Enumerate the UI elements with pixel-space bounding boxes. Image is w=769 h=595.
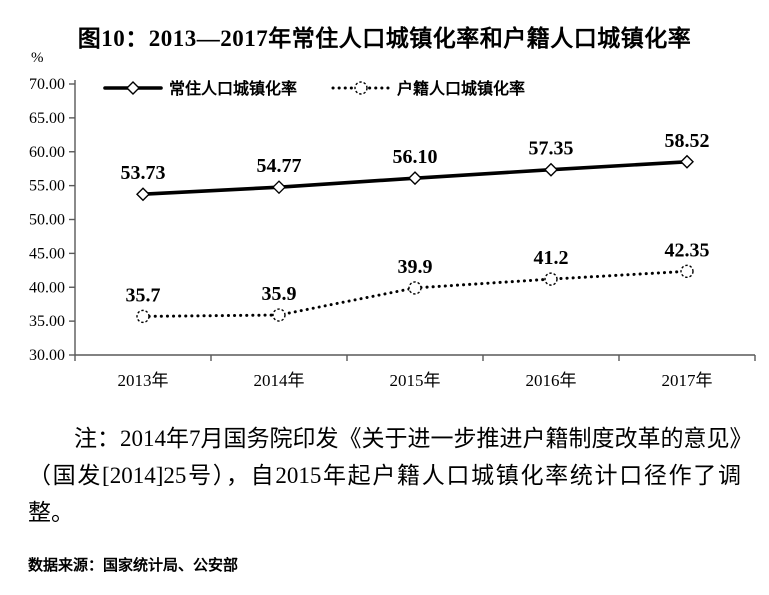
chart-title: 图10：2013—2017年常住人口城镇化率和户籍人口城镇化率 — [77, 26, 692, 51]
circle-marker — [544, 272, 558, 286]
data-point-label: 53.73 — [121, 162, 166, 184]
data-point-label: 35.7 — [126, 284, 161, 306]
legend-circle-icon — [354, 81, 368, 95]
data-point-label: 54.77 — [257, 155, 302, 177]
note-text: 注：2014年7月国务院印发《关于进一步推进户籍制度改革的意见》（国发[2014… — [28, 426, 741, 525]
diamond-marker — [136, 187, 150, 202]
data-point-label: 57.35 — [529, 138, 574, 160]
data-point-label: 41.2 — [534, 247, 569, 269]
y-tick-label: 45.00 — [29, 245, 65, 262]
data-source: 数据来源：国家统计局、公安部 — [28, 557, 239, 574]
y-tick-label: 35.00 — [29, 313, 65, 330]
circle-marker — [408, 281, 422, 295]
y-tick-label: 70.00 — [29, 76, 65, 93]
diamond-marker — [272, 180, 286, 195]
y-tick-label: 60.00 — [29, 144, 65, 161]
x-tick-label: 2017年 — [662, 371, 713, 390]
x-tick-label: 2015年 — [390, 371, 441, 390]
diamond-marker — [544, 162, 558, 177]
diamond-marker — [408, 171, 422, 186]
circle-marker — [680, 264, 694, 279]
x-tick-label: 2014年 — [254, 371, 305, 390]
y-tick-label: 30.00 — [29, 347, 65, 364]
y-tick-label: 50.00 — [29, 212, 65, 229]
data-point-label: 35.9 — [262, 283, 297, 305]
y-tick-label: 40.00 — [29, 279, 65, 296]
data-point-label: 56.10 — [393, 146, 438, 168]
circle-marker — [136, 309, 150, 324]
data-point-label: 39.9 — [398, 256, 433, 278]
chart-canvas: 30.00 35.00 40.00 45.00 50.00 55.00 60.00 65.00… — [29, 50, 756, 390]
legend-label: 常住人口城镇化率 — [169, 79, 297, 98]
y-tick-label: 55.00 — [29, 178, 65, 195]
x-tick-label: 2013年 — [118, 371, 169, 390]
y-axis-unit-label: % — [31, 50, 44, 66]
data-point-label: 58.52 — [665, 130, 710, 152]
diamond-marker — [680, 154, 694, 169]
circle-marker — [272, 308, 286, 322]
data-point-label: 42.35 — [665, 239, 710, 261]
legend-diamond-icon — [126, 81, 140, 95]
legend-label: 户籍人口城镇化率 — [397, 79, 525, 98]
x-tick-label: 2016年 — [526, 371, 577, 390]
y-tick-label: 65.00 — [29, 110, 65, 127]
